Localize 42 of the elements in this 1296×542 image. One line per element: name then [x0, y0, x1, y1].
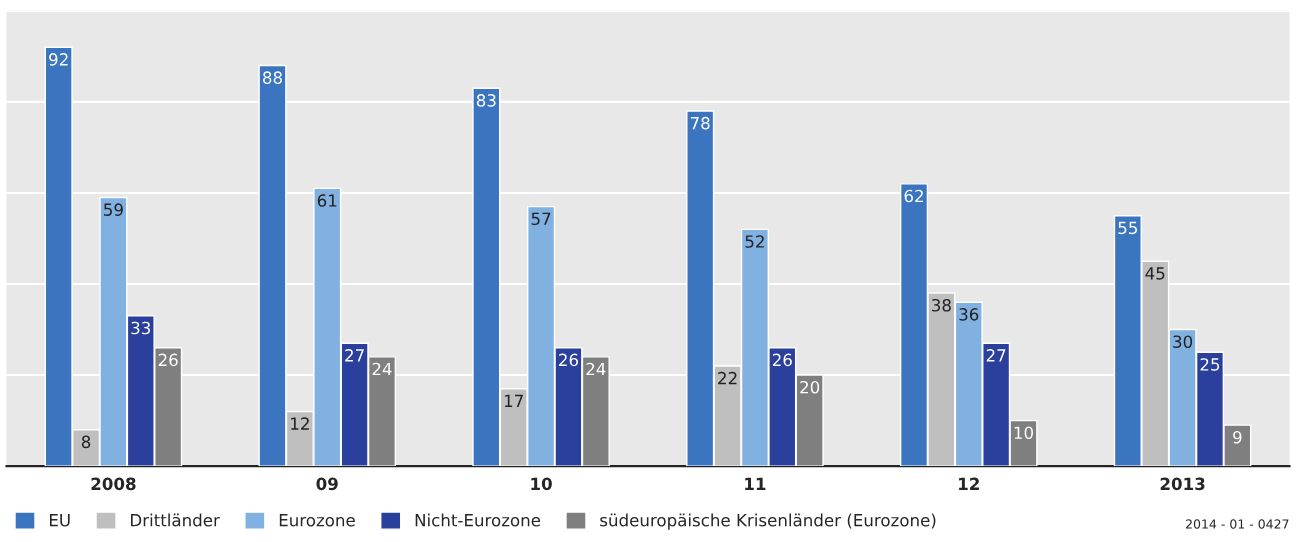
data-label: 57	[531, 212, 551, 226]
legend-label: EU	[49, 514, 70, 527]
data-label: 26	[158, 353, 178, 367]
data-label: 9	[1233, 430, 1242, 444]
data-label: 20	[800, 380, 820, 394]
data-label: 59	[104, 203, 123, 216]
x-tick-label: 09	[316, 477, 338, 491]
data-label: 24	[586, 362, 606, 376]
x-tick-label: 2013	[1160, 477, 1205, 491]
data-label: 8	[81, 435, 91, 449]
legend-label: Eurozone	[279, 514, 355, 527]
data-label: 45	[1145, 267, 1165, 280]
data-label: 25	[1200, 358, 1220, 371]
data-label: 61	[317, 194, 337, 207]
data-label: 24	[372, 362, 392, 376]
data-label: 10	[1014, 426, 1033, 440]
x-tick-label: 11	[745, 477, 766, 490]
text: 2014 - 01 - 0427	[1185, 519, 1289, 529]
data-label: 88	[263, 71, 282, 84]
data-label: 83	[476, 94, 496, 107]
legend-label: südeuropäische Krisenländer (Eurozone)	[600, 513, 936, 530]
x-tick-label: 2008	[91, 477, 136, 491]
data-label: 17	[504, 394, 523, 407]
data-label: 26	[772, 353, 792, 367]
data-label: 92	[49, 53, 68, 66]
legend-label: Nicht-Eurozone	[415, 513, 541, 527]
data-label: 52	[745, 235, 764, 248]
data-label: 22	[718, 371, 737, 385]
x-tick-label: 10	[531, 477, 552, 491]
data-label: 78	[690, 116, 710, 130]
legend-label: Drittländer	[131, 513, 220, 527]
data-label: 30	[1173, 335, 1193, 348]
data-label: 27	[986, 349, 1006, 362]
data-label: 33	[131, 321, 151, 335]
data-label: 36	[959, 308, 979, 321]
data-label: 12	[291, 417, 309, 430]
data-label: 55	[1118, 221, 1138, 235]
data-label: 27	[345, 349, 364, 362]
data-label: 62	[904, 189, 923, 203]
data-label: 38	[932, 298, 951, 312]
data-label: 26	[559, 353, 579, 367]
x-tick-label: 12	[959, 477, 979, 490]
